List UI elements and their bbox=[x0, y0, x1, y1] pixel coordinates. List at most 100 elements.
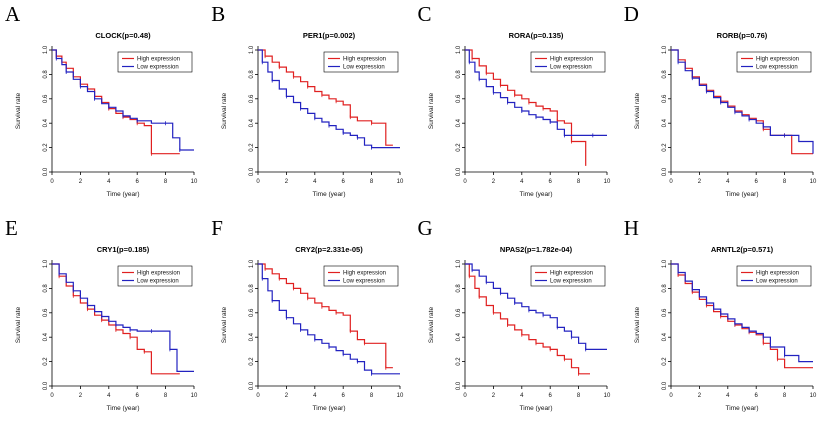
svg-text:0.0: 0.0 bbox=[662, 381, 668, 390]
svg-text:Survival rate: Survival rate bbox=[634, 93, 641, 130]
svg-text:0: 0 bbox=[257, 393, 261, 399]
svg-text:0.6: 0.6 bbox=[249, 94, 255, 103]
svg-text:0.2: 0.2 bbox=[249, 143, 255, 152]
svg-text:Survival rate: Survival rate bbox=[428, 93, 435, 130]
svg-text:0.6: 0.6 bbox=[662, 308, 668, 317]
svg-text:CRY1(p=0.185): CRY1(p=0.185) bbox=[97, 245, 150, 254]
svg-text:0.2: 0.2 bbox=[456, 143, 462, 152]
svg-text:0.8: 0.8 bbox=[456, 284, 462, 293]
survival-plot-rorb: RORB(p=0.76) 0 2 4 6 8 10 0.0 0.2 0.4 0.6 0.8 1.0 Tim… bbox=[634, 31, 817, 198]
svg-text:High expression: High expression bbox=[137, 271, 180, 277]
svg-text:Low expression: Low expression bbox=[137, 65, 179, 71]
svg-text:0.2: 0.2 bbox=[43, 357, 49, 366]
svg-text:0.8: 0.8 bbox=[249, 70, 255, 79]
svg-text:High expression: High expression bbox=[756, 271, 799, 277]
km-panel-rorb: D RORB(p=0.76) 0 2 4 6 8 10 0.0 0.2 0.4 0.6 0.8 1.0 T… bbox=[619, 0, 825, 214]
svg-text:Survival rate: Survival rate bbox=[221, 307, 228, 344]
svg-text:High expression: High expression bbox=[550, 57, 593, 63]
svg-text:CLOCK(p=0.48): CLOCK(p=0.48) bbox=[95, 31, 151, 40]
svg-text:2: 2 bbox=[79, 393, 83, 399]
panel-letter: D bbox=[623, 2, 639, 26]
svg-text:0.2: 0.2 bbox=[662, 357, 668, 366]
svg-text:0.4: 0.4 bbox=[43, 332, 49, 341]
svg-text:High expression: High expression bbox=[137, 57, 180, 63]
svg-text:8: 8 bbox=[783, 179, 787, 185]
svg-text:0.6: 0.6 bbox=[43, 94, 49, 103]
svg-text:8: 8 bbox=[370, 179, 374, 185]
svg-text:RORA(p=0.135): RORA(p=0.135) bbox=[508, 31, 563, 40]
svg-text:0.8: 0.8 bbox=[662, 284, 668, 293]
svg-text:1.0: 1.0 bbox=[662, 45, 668, 54]
svg-text:8: 8 bbox=[164, 179, 168, 185]
svg-text:2: 2 bbox=[697, 179, 701, 185]
svg-text:6: 6 bbox=[342, 179, 346, 185]
svg-text:1.0: 1.0 bbox=[43, 45, 49, 54]
svg-text:0: 0 bbox=[50, 179, 54, 185]
svg-text:0.4: 0.4 bbox=[249, 332, 255, 341]
survival-plot-clock: CLOCK(p=0.48) 0 2 4 6 8 10 0.0 0.2 0.4 0.6 0.8 1.0 Ti… bbox=[15, 31, 198, 198]
svg-text:0.0: 0.0 bbox=[43, 381, 49, 390]
panel-letter: E bbox=[5, 216, 18, 240]
svg-text:Time (year): Time (year) bbox=[313, 191, 346, 198]
svg-text:Low expression: Low expression bbox=[137, 279, 179, 285]
svg-text:10: 10 bbox=[191, 179, 198, 185]
survival-plot-cry2: CRY2(p=2.331e-05) 0 2 4 6 8 10 0.0 0.2 0.4 0.6 0.8 1… bbox=[221, 245, 404, 412]
svg-text:Low expression: Low expression bbox=[756, 279, 798, 285]
svg-text:0.6: 0.6 bbox=[43, 308, 49, 317]
svg-text:1.0: 1.0 bbox=[456, 45, 462, 54]
svg-text:Low expression: Low expression bbox=[550, 279, 592, 285]
panel-letter: C bbox=[417, 2, 432, 26]
svg-text:10: 10 bbox=[191, 393, 198, 399]
svg-text:0.2: 0.2 bbox=[43, 143, 49, 152]
svg-text:6: 6 bbox=[136, 393, 140, 399]
svg-text:PER1(p=0.002): PER1(p=0.002) bbox=[303, 31, 356, 40]
svg-text:2: 2 bbox=[285, 393, 289, 399]
svg-text:0.4: 0.4 bbox=[456, 118, 462, 127]
svg-text:RORB(p=0.76): RORB(p=0.76) bbox=[716, 31, 767, 40]
km-panel-per1: B PER1(p=0.002) 0 2 4 6 8 10 0.0 0.2 0.4 0.6 0.8 1.0… bbox=[206, 0, 412, 214]
panel-letter: G bbox=[417, 216, 433, 240]
svg-text:4: 4 bbox=[313, 179, 317, 185]
svg-text:Low expression: Low expression bbox=[343, 279, 385, 285]
svg-text:6: 6 bbox=[754, 179, 758, 185]
svg-text:Survival rate: Survival rate bbox=[634, 307, 641, 344]
svg-text:4: 4 bbox=[520, 179, 524, 185]
svg-text:0.4: 0.4 bbox=[249, 118, 255, 127]
km-panel-npas2: G NPAS2(p=1.782e-04) 0 2 4 6 8 10 0.0 0.2 0.4 0.6 0… bbox=[413, 214, 619, 428]
svg-text:Survival rate: Survival rate bbox=[15, 307, 22, 344]
svg-text:0: 0 bbox=[463, 393, 467, 399]
svg-text:0.4: 0.4 bbox=[662, 332, 668, 341]
svg-text:8: 8 bbox=[576, 179, 580, 185]
panel-letter: H bbox=[623, 216, 639, 240]
svg-text:0: 0 bbox=[669, 393, 673, 399]
svg-text:2: 2 bbox=[491, 393, 495, 399]
svg-text:0.2: 0.2 bbox=[249, 357, 255, 366]
svg-text:10: 10 bbox=[809, 179, 816, 185]
svg-text:10: 10 bbox=[809, 393, 816, 399]
svg-text:0: 0 bbox=[463, 179, 467, 185]
svg-text:0.2: 0.2 bbox=[456, 357, 462, 366]
svg-text:4: 4 bbox=[107, 179, 111, 185]
svg-text:4: 4 bbox=[520, 393, 524, 399]
svg-text:0.6: 0.6 bbox=[662, 94, 668, 103]
svg-text:Time (year): Time (year) bbox=[519, 405, 552, 412]
svg-text:Survival rate: Survival rate bbox=[15, 93, 22, 130]
km-panel-cry1: E CRY1(p=0.185) 0 2 4 6 8 10 0.0 0.2 0.4 0.6 0.8 1.0… bbox=[0, 214, 206, 428]
svg-text:4: 4 bbox=[726, 179, 730, 185]
svg-text:Time (year): Time (year) bbox=[725, 405, 758, 412]
panel-letter: B bbox=[211, 2, 226, 26]
svg-text:0.4: 0.4 bbox=[43, 118, 49, 127]
svg-text:High expression: High expression bbox=[343, 57, 386, 63]
km-panel-rora: C RORA(p=0.135) 0 2 4 6 8 10 0.0 0.2 0.4 0.6 0.8 1.0… bbox=[413, 0, 619, 214]
svg-text:10: 10 bbox=[397, 393, 404, 399]
svg-text:0.0: 0.0 bbox=[43, 167, 49, 176]
svg-text:1.0: 1.0 bbox=[249, 259, 255, 268]
svg-text:High expression: High expression bbox=[756, 57, 799, 63]
svg-text:Survival rate: Survival rate bbox=[221, 93, 228, 130]
svg-text:Time (year): Time (year) bbox=[725, 191, 758, 198]
svg-text:6: 6 bbox=[342, 393, 346, 399]
svg-text:0.8: 0.8 bbox=[43, 284, 49, 293]
svg-text:2: 2 bbox=[79, 179, 83, 185]
svg-text:10: 10 bbox=[397, 179, 404, 185]
